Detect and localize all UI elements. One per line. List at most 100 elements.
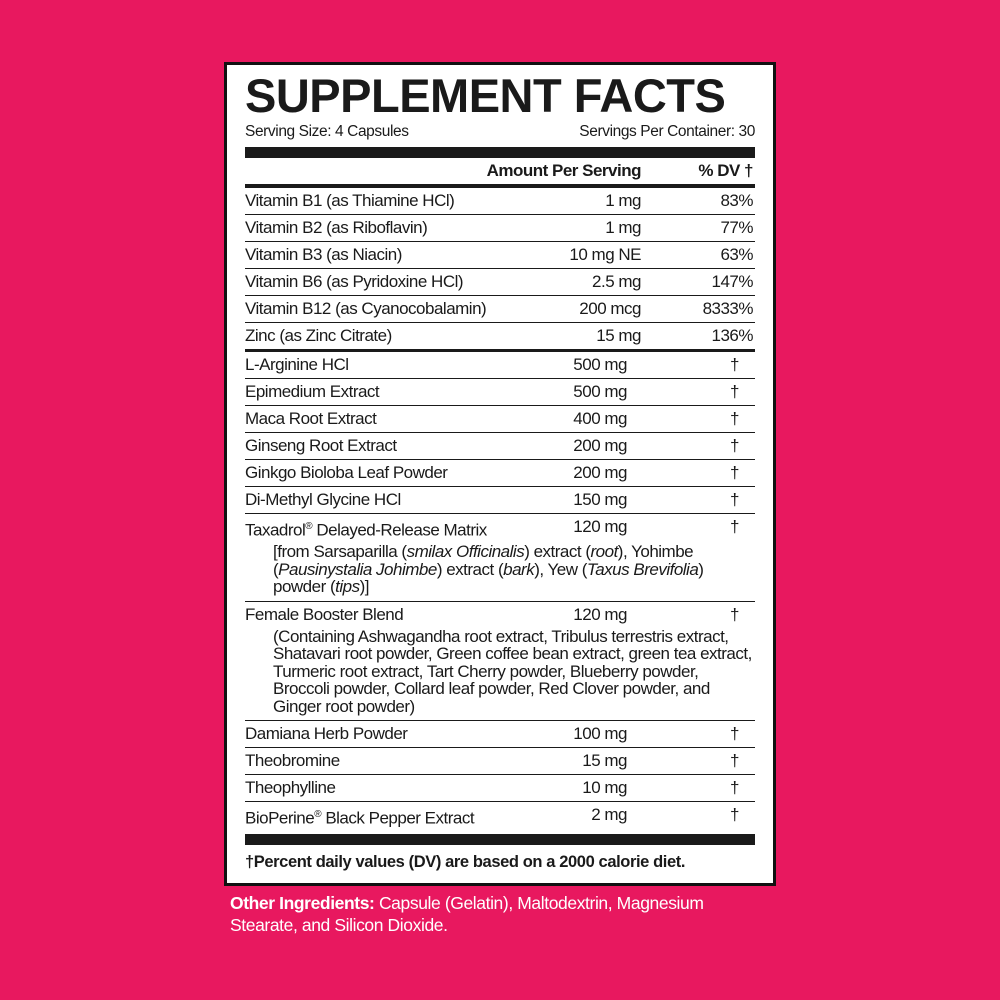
amount: 200 mg (573, 462, 627, 482)
dv: 77% (720, 218, 753, 237)
ingredient-row: Di-Methyl Glycine HCl 150 mg † (245, 487, 755, 514)
dv: † (730, 408, 739, 428)
description-segment: tips (335, 577, 360, 597)
dv: † (730, 604, 739, 624)
dv: † (730, 751, 739, 771)
amount: 10 mg (582, 778, 627, 798)
ingredient-name: Damiana Herb Powder (245, 724, 408, 744)
dv: † (730, 778, 739, 798)
amount: 200 mg (573, 435, 627, 455)
ingredient-name: Taxadrol (245, 520, 306, 540)
ingredient-row: Vitamin B1 (as Thiamine HCl) 1 mg 83% (245, 188, 755, 215)
ingredient-name-rest: Delayed-Release Matrix (312, 520, 487, 540)
dv: † (730, 381, 739, 401)
dv: 83% (720, 191, 753, 210)
ingredient-name: Ginseng Root Extract (245, 435, 397, 455)
amount: 400 mg (573, 408, 627, 428)
servings-per-container: Servings Per Container: 30 (579, 123, 755, 140)
ingredient-name: Maca Root Extract (245, 408, 377, 428)
ingredient-name: Vitamin B2 (as Riboflavin) (245, 218, 428, 237)
dv: 63% (720, 245, 753, 264)
ingredient-row: Ginkgo Bioloba Leaf Powder 200 mg † (245, 460, 755, 487)
supplement-facts-panel: SUPPLEMENT FACTS Serving Size: 4 Capsule… (224, 62, 776, 886)
description-segment: ), Yohimbe ( (273, 542, 694, 579)
ingredient-row: Ginseng Root Extract 200 mg † (245, 433, 755, 460)
ingredient-name: Theophylline (245, 778, 336, 798)
amount: 2 mg (591, 805, 627, 825)
ingredient-row: Vitamin B6 (as Pyridoxine HCl) 2.5 mg 147% (245, 269, 755, 296)
ingredient-name: Zinc (as Zinc Citrate) (245, 326, 392, 345)
ingredients-list: Damiana Herb Powder 100 mg † Theobromine 15 … (245, 721, 755, 803)
ingredient-name: Vitamin B3 (as Niacin) (245, 245, 402, 264)
amount: 120 mg (573, 604, 627, 624)
amount-header: Amount Per Serving (486, 161, 642, 180)
amount: 1 mg (605, 191, 641, 210)
divider-bar (245, 147, 755, 158)
description-segment: ) powder ( (273, 559, 704, 597)
dv-header: % DV † (698, 161, 753, 180)
ingredient-row: Vitamin B12 (as Cyanocobalamin) 200 mcg 83… (245, 296, 755, 323)
amount: 120 mg (573, 516, 627, 536)
description-segment: Taxus Brevifolia (586, 559, 699, 579)
footnote: †Percent daily values (DV) are based on … (245, 852, 686, 871)
ingredient-name: Vitamin B6 (as Pyridoxine HCl) (245, 272, 464, 291)
registered-mark: ® (314, 809, 322, 821)
taxadrol-description: [from Sarsaparilla (smilax Officinalis) … (245, 543, 755, 601)
description-segment: ), Yew ( (534, 559, 587, 579)
amount: 10 mg NE (569, 245, 641, 264)
amount: 500 mg (573, 354, 627, 374)
dv: 136% (711, 326, 754, 345)
ingredient-row: Theobromine 15 mg † (245, 748, 755, 776)
title: SUPPLEMENT FACTS (245, 69, 726, 122)
description-segment: [from Sarsaparilla ( (273, 542, 407, 562)
ingredient-name: Vitamin B12 (as Cyanocobalamin) (245, 299, 487, 318)
ingredient-row: Maca Root Extract 400 mg † (245, 406, 755, 433)
description-segment: ) extract ( (436, 559, 504, 579)
description-segment: smilax Officinalis (406, 542, 525, 562)
ingredient-name: Ginkgo Bioloba Leaf Powder (245, 462, 448, 482)
description-segment: root (590, 542, 619, 562)
ingredient-row: Vitamin B3 (as Niacin) 10 mg NE 63% (245, 242, 755, 269)
description-segment: bark (503, 559, 535, 579)
header-row: Amount Per Serving % DV † (245, 158, 755, 184)
amount: 1 mg (605, 218, 641, 237)
ingredient-row: Theophylline 10 mg † (245, 775, 755, 803)
blend-row: Female Booster Blend 120 mg † (Containin… (245, 602, 755, 722)
dv: † (730, 724, 739, 744)
amount: 500 mg (573, 381, 627, 401)
blend-description: (Containing Ashwagandha root extract, Tr… (273, 626, 752, 716)
ingredient-row: Damiana Herb Powder 100 mg † (245, 721, 755, 749)
divider-thick (245, 348, 755, 352)
ingredients-list: L-Arginine HCl 500 mg † Epimedium Extract 50… (245, 352, 755, 514)
dv: † (730, 805, 739, 825)
ingredient-row: Vitamin B2 (as Riboflavin) 1 mg 77% (245, 215, 755, 242)
amount: 100 mg (573, 724, 627, 744)
dv: † (730, 489, 739, 509)
dv: † (730, 435, 739, 455)
amount: 150 mg (573, 489, 627, 509)
ingredient-row: L-Arginine HCl 500 mg † (245, 352, 755, 379)
bioperine-row: BioPerine® Black Pepper Extract 2 mg † (245, 802, 755, 832)
other-ingredients-text: Capsule (Gelatin), Maltodextrin, Magnesi… (230, 893, 704, 935)
dv: † (730, 516, 739, 536)
other-ingredients: Other Ingredients: Capsule (Gelatin), Ma… (230, 892, 770, 936)
divider-thick (245, 184, 755, 188)
ingredient-row: Zinc (as Zinc Citrate) 15 mg 136% (245, 323, 755, 350)
registered-mark: ® (305, 520, 313, 532)
dv: † (730, 354, 739, 374)
taxadrol-row: Taxadrol® Delayed-Release Matrix 120 mg … (245, 514, 755, 602)
description-segment: ) extract ( (524, 542, 591, 562)
divider-bar (245, 833, 755, 845)
amount: 15 mg (582, 751, 627, 771)
ingredient-name: BioPerine (245, 808, 315, 828)
ingredient-name: Epimedium Extract (245, 381, 380, 401)
description-segment: )] (359, 577, 370, 597)
dv: 8333% (702, 299, 754, 318)
ingredient-name: Vitamin B1 (as Thiamine HCl) (245, 191, 455, 210)
ingredient-row: Epimedium Extract 500 mg † (245, 379, 755, 406)
ingredient-name-rest: Black Pepper Extract (321, 808, 475, 828)
amount: 15 mg (596, 326, 641, 345)
dv: 147% (711, 272, 754, 291)
ingredient-name: Di-Methyl Glycine HCl (245, 489, 401, 509)
dv: † (730, 462, 739, 482)
